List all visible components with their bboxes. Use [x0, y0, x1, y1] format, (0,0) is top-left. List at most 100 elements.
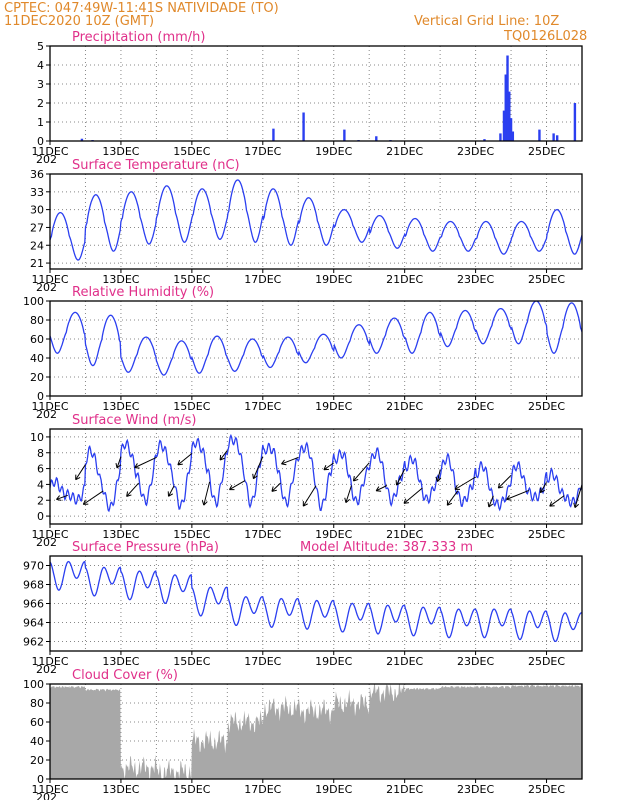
panel-cloud: 0 20 40 60 80 100 11DEC 13DEC 15DEC 17DEC 19DEC 21D…: [23, 668, 583, 800]
x-tick-label: 23DEC: [457, 145, 494, 158]
wind-arrow: [539, 482, 547, 493]
precip-bar: [343, 129, 346, 141]
x-tick-label: 15DEC: [173, 145, 210, 158]
wind-arrowhead: [573, 502, 580, 508]
wind-arrowhead: [497, 483, 504, 489]
rh-title: Relative Humidity (%): [72, 285, 214, 300]
wind-arrowhead: [403, 498, 410, 504]
wind-title: Surface Wind (m/s): [72, 413, 196, 428]
wind-arrow: [506, 489, 529, 500]
header-date: 11DEC2020 10Z (GMT): [4, 14, 154, 29]
wind-arrowhead: [323, 464, 329, 471]
wind-arrows: [56, 450, 582, 508]
y-tick-label: 0: [37, 135, 44, 148]
y-tick-label: 0: [37, 773, 44, 786]
y-tick-label: 40: [30, 735, 44, 748]
y-tick-label: 4: [37, 59, 44, 72]
wind-arrowhead: [219, 454, 225, 461]
wind-arrow: [177, 453, 193, 466]
wind-arrow: [203, 481, 211, 506]
wind-arrowhead: [435, 476, 442, 482]
x-tick-label: 21DEC: [386, 528, 423, 541]
wind-series: [50, 433, 582, 513]
wind-arrowhead: [454, 484, 461, 490]
pressure-title: Surface Pressure (hPa): [72, 540, 219, 555]
x-tick-label: 23DEC: [457, 655, 494, 668]
wind-arrowhead: [229, 484, 235, 491]
x-tick-label: 21DEC: [386, 273, 423, 286]
x-tick-label: 17DEC: [244, 528, 281, 541]
x-tick-label: 17DEC: [244, 655, 281, 668]
x-tick-label: 11DEC: [31, 655, 68, 668]
wind-arrow: [323, 462, 335, 471]
year-label: 202: [36, 663, 57, 676]
x-tick-label: 23DEC: [457, 528, 494, 541]
precip-bar: [555, 135, 559, 141]
y-tick-label: 60: [30, 333, 44, 346]
precip-bar: [302, 112, 305, 141]
x-tick-label: 15DEC: [173, 783, 210, 796]
precip-bar: [375, 136, 378, 141]
rh-frame: [49, 300, 583, 397]
y-tick-label: 0: [37, 390, 44, 403]
y-tick-label: 80: [30, 314, 44, 327]
header-code: TQ0126L028: [503, 29, 587, 44]
wind-arrow: [134, 457, 157, 469]
y-tick-label: 4: [37, 478, 44, 491]
wind-arrowhead: [281, 459, 287, 466]
x-tick-label: 17DEC: [244, 400, 281, 413]
wind-arrow: [549, 495, 565, 507]
wind-arrowhead: [271, 486, 277, 492]
wind-arrowhead: [201, 500, 208, 506]
wind-arrowhead: [344, 497, 351, 503]
wind-arrow: [436, 469, 441, 482]
precip-bar: [272, 128, 275, 141]
y-tick-label: 20: [30, 754, 44, 767]
x-tick-label: 11DEC: [31, 273, 68, 286]
x-tick-label: 13DEC: [102, 145, 139, 158]
y-tick-label: 8: [37, 447, 44, 460]
y-tick-label: 970: [23, 560, 44, 573]
y-tick-label: 21: [30, 257, 44, 270]
wind-arrowhead: [446, 500, 453, 506]
x-tick-label: 21DEC: [386, 655, 423, 668]
wind-arrowhead: [82, 499, 89, 505]
wind-arrow: [219, 450, 228, 461]
cloud-frame: [49, 683, 583, 780]
panel-precip: 0 1 2 3 4 5 11DEC 13DEC 15DEC 17DEC 19DEC 21DEC 23DE…: [31, 30, 593, 166]
precip-grid: [49, 45, 583, 142]
x-tick-label: 17DEC: [244, 145, 281, 158]
pressure-grid: [49, 556, 583, 651]
y-tick-label: 1: [37, 116, 44, 129]
year-label: 202: [36, 791, 57, 800]
panel-temp: 21 24 27 30 33 36 11DEC 13DEC 15DEC 17DEC 19DEC 21D…: [30, 158, 583, 294]
x-tick-label: 13DEC: [102, 528, 139, 541]
pressure-series: [50, 560, 582, 643]
wind-arrow: [168, 485, 175, 497]
precip-bar: [502, 110, 506, 141]
wind-line: [50, 433, 582, 513]
wind-arrowhead: [252, 473, 258, 480]
x-tick-label: 25DEC: [528, 528, 565, 541]
wind-arrow: [488, 495, 494, 508]
precip-bar: [591, 94, 593, 142]
x-tick-label: 17DEC: [244, 273, 281, 286]
x-tick-label: 13DEC: [102, 783, 139, 796]
x-tick-label: 15DEC: [173, 273, 210, 286]
wind-arrow: [353, 462, 370, 482]
wind-arrowhead: [126, 491, 132, 497]
y-tick-label: 40: [30, 352, 44, 365]
wind-arrow: [271, 482, 281, 492]
wind-arrowhead: [395, 480, 402, 486]
x-tick-label: 13DEC: [102, 400, 139, 413]
x-tick-label: 11DEC: [31, 783, 68, 796]
rh-series: [50, 301, 582, 376]
temp-series: [50, 179, 582, 261]
precip-bar: [552, 133, 555, 141]
x-tick-label: 19DEC: [315, 655, 352, 668]
y-tick-label: 10: [30, 431, 44, 444]
panel-pressure: 962 964 966 968 970 11DEC 13DEC 15DEC 17DEC 19DEC…: [23, 540, 583, 676]
precip-bar: [508, 91, 511, 141]
wind-arrowhead: [56, 495, 62, 501]
